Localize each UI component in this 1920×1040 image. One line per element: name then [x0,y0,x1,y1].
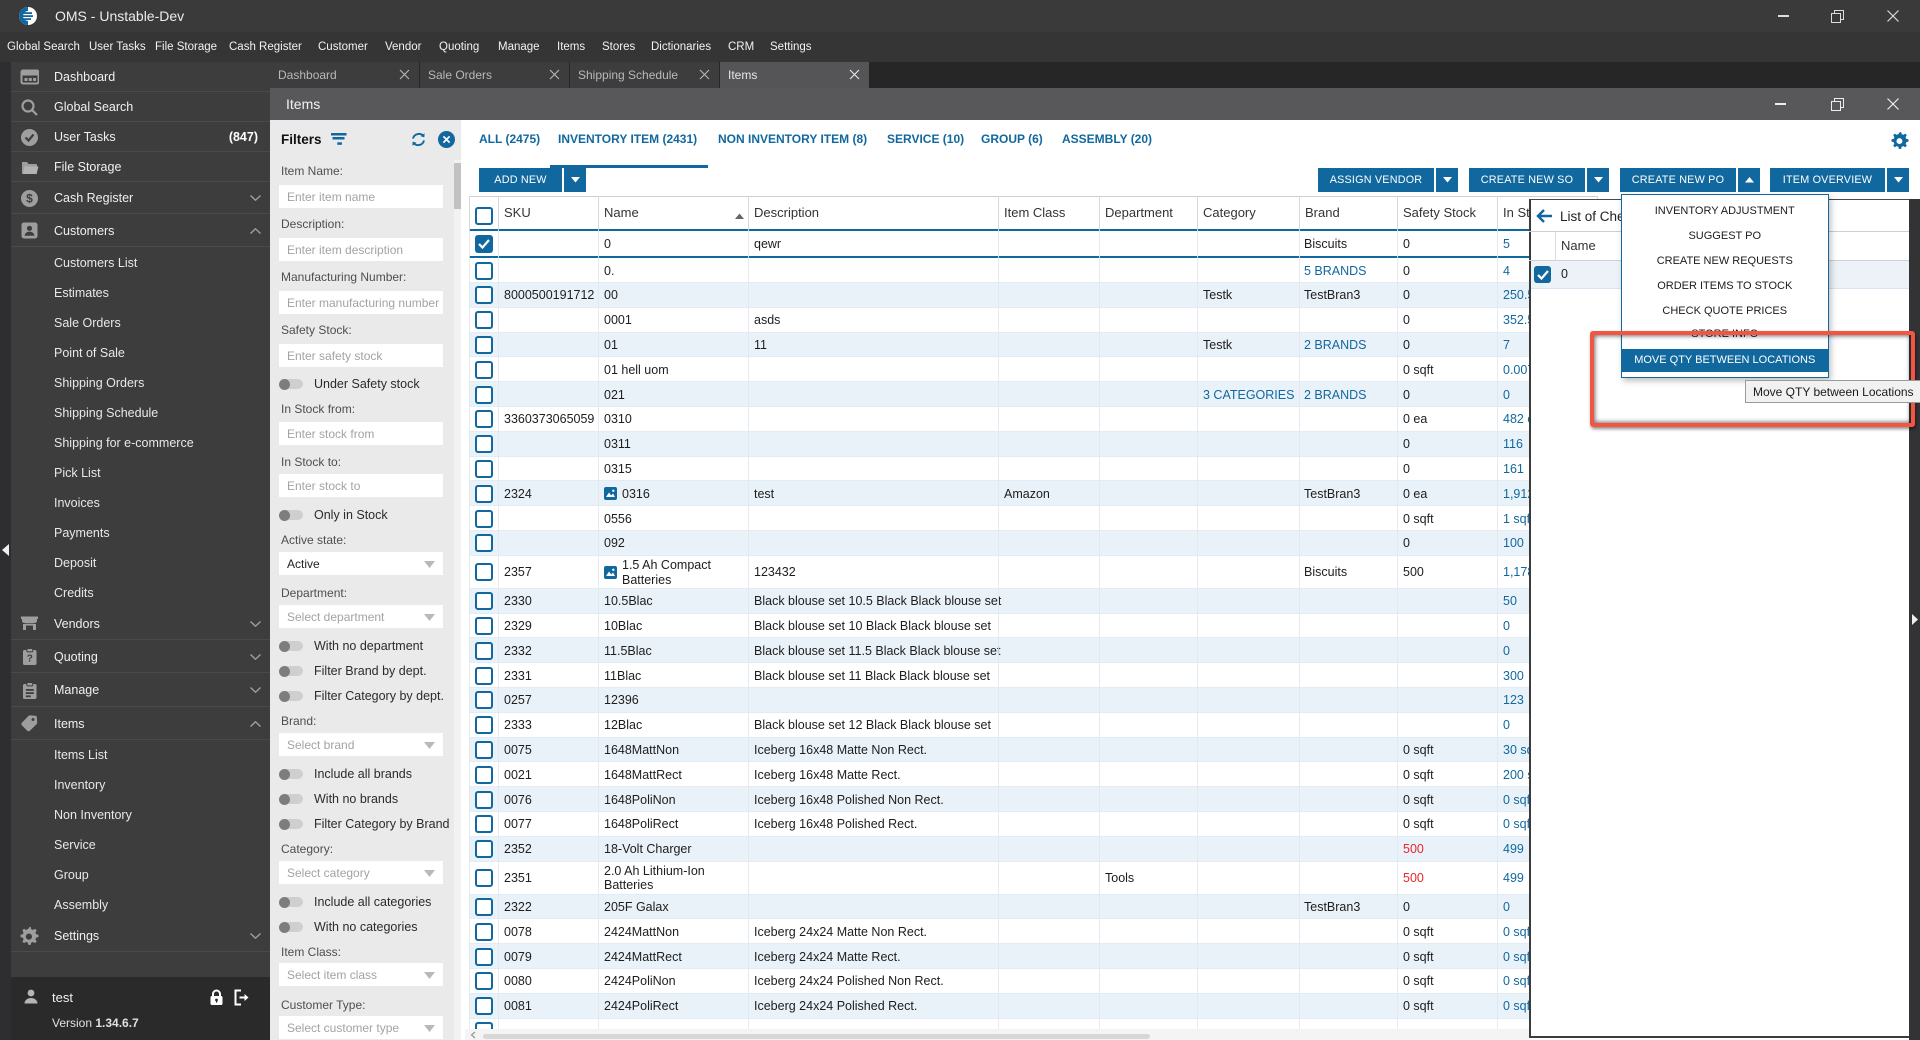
svg-text:$: $ [26,191,33,205]
svg-text:?: ? [27,654,33,665]
